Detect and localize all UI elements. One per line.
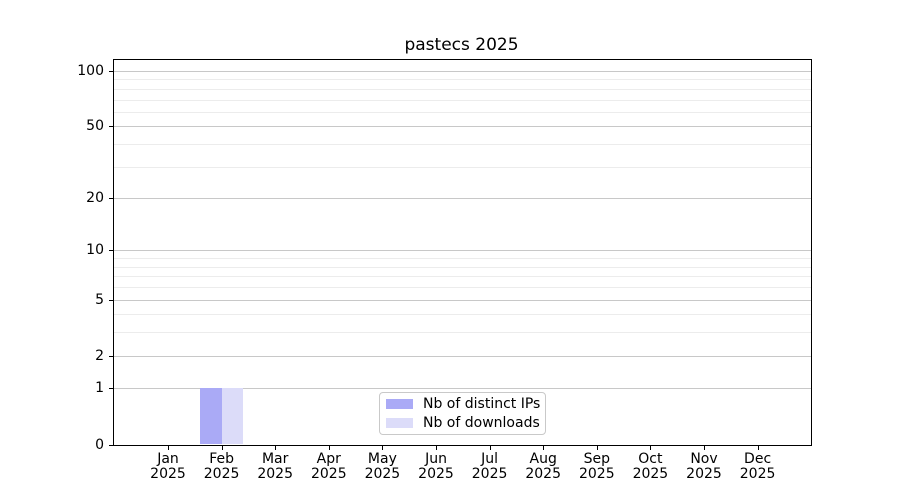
x-axis-tick bbox=[168, 445, 169, 450]
x-tick-label: Sep 2025 bbox=[578, 451, 615, 482]
y-axis-tick bbox=[109, 71, 114, 72]
y-tick-label: 0 bbox=[95, 436, 104, 453]
y-axis-tick bbox=[109, 444, 114, 446]
bar-nb-of-downloads bbox=[221, 388, 244, 445]
y-axis-tick bbox=[109, 198, 114, 200]
y-gridline-minor bbox=[114, 332, 811, 334]
x-axis-tick bbox=[221, 445, 223, 450]
y-tick-label: 1 bbox=[95, 380, 104, 397]
legend-label: Nb of distinct IPs bbox=[423, 396, 541, 412]
x-tick-label: Feb 2025 bbox=[203, 451, 240, 482]
y-gridline-major bbox=[114, 250, 811, 252]
y-gridline-major bbox=[114, 388, 811, 390]
legend-row: Nb of distinct IPs bbox=[386, 396, 541, 412]
x-tick-label: Jun 2025 bbox=[418, 451, 454, 482]
x-tick-label: Jan 2025 bbox=[150, 451, 186, 482]
x-axis-tick bbox=[543, 445, 545, 450]
y-tick-label: 100 bbox=[77, 63, 104, 79]
y-gridline-minor bbox=[114, 79, 811, 81]
y-gridline-minor bbox=[114, 287, 811, 288]
y-tick-label: 5 bbox=[95, 291, 104, 308]
y-tick-label: 20 bbox=[86, 190, 104, 207]
y-gridline-major bbox=[114, 299, 811, 301]
bar-nb-of-distinct-ips bbox=[200, 388, 222, 445]
x-tick-label: Oct 2025 bbox=[632, 451, 669, 482]
x-tick-label: Nov 2025 bbox=[686, 451, 722, 482]
y-axis-tick bbox=[109, 126, 114, 128]
y-gridline-major bbox=[114, 198, 811, 200]
y-tick-label: 10 bbox=[86, 242, 104, 259]
legend-swatch-icon bbox=[386, 418, 413, 428]
x-axis-tick bbox=[275, 445, 277, 450]
y-gridline-minor bbox=[114, 258, 811, 260]
legend: Nb of distinct IPs Nb of downloads bbox=[379, 392, 546, 435]
plot-area: Nb of distinct IPs Nb of downloads 0 1 2 5 10… bbox=[77, 59, 812, 482]
x-tick-label: Dec 2025 bbox=[739, 451, 776, 482]
y-axis-tick bbox=[109, 355, 114, 357]
y-tick-label: 2 bbox=[95, 347, 104, 364]
y-axis-tick bbox=[109, 299, 114, 301]
legend-swatch-icon bbox=[386, 399, 413, 409]
y-gridline-minor bbox=[114, 266, 811, 268]
chart-title: pastecs 2025 bbox=[404, 35, 519, 55]
x-tick-label: Apr 2025 bbox=[310, 451, 347, 482]
x-axis-tick bbox=[704, 445, 705, 450]
y-gridline-major bbox=[114, 126, 811, 128]
x-axis-tick bbox=[757, 445, 759, 450]
y-axis-tick bbox=[109, 388, 114, 390]
y-gridline-major bbox=[114, 71, 811, 72]
y-gridline-minor bbox=[114, 99, 811, 101]
y-axis-tick bbox=[109, 250, 114, 252]
y-gridline-minor bbox=[114, 276, 811, 278]
x-axis-tick bbox=[489, 445, 491, 450]
y-gridline-minor bbox=[114, 166, 811, 168]
legend-label: Nb of downloads bbox=[423, 415, 540, 431]
y-gridline-minor bbox=[114, 144, 811, 145]
y-gridline-minor bbox=[114, 314, 811, 316]
x-axis-tick bbox=[382, 445, 384, 450]
x-tick-label: Mar 2025 bbox=[257, 451, 293, 482]
x-axis-tick bbox=[596, 445, 598, 450]
x-tick-label: Aug 2025 bbox=[525, 451, 561, 482]
x-axis-tick bbox=[650, 445, 652, 450]
x-tick-label: Jul 2025 bbox=[471, 451, 508, 482]
y-tick-label: 50 bbox=[86, 118, 104, 135]
x-axis-tick bbox=[436, 445, 437, 450]
x-tick-label: May 2025 bbox=[364, 451, 401, 482]
x-axis-tick bbox=[328, 445, 330, 450]
y-gridline-minor bbox=[114, 88, 811, 90]
legend-row: Nb of downloads bbox=[386, 415, 540, 431]
y-gridline-major bbox=[114, 355, 811, 357]
y-gridline-minor bbox=[114, 111, 811, 113]
